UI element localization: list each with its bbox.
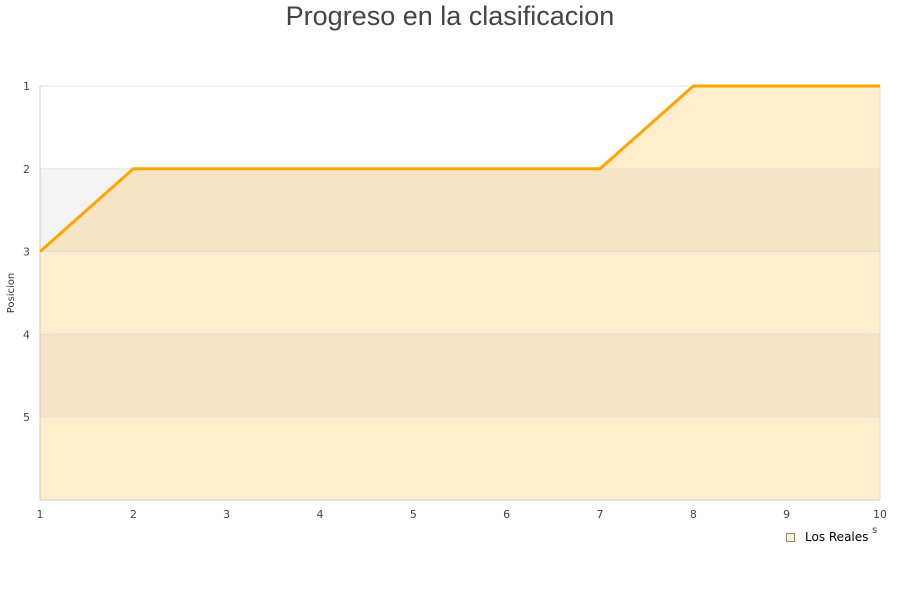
- chart-title: Progreso en la clasificacion: [285, 1, 615, 31]
- area-band: [40, 168, 880, 252]
- y-tick-label: 1: [23, 80, 30, 93]
- x-tick-label: 3: [223, 508, 230, 521]
- x-tick-label: 8: [690, 508, 697, 521]
- x-tick-label: 2: [130, 508, 137, 521]
- y-axis-label: Posicion: [6, 273, 17, 314]
- x-tick-label: 7: [597, 508, 604, 521]
- legend-swatch: [786, 532, 795, 542]
- x-tick-label: 10: [873, 508, 887, 521]
- legend-label: Los Reales: [805, 530, 869, 544]
- x-tick-label: 9: [783, 508, 790, 521]
- x-tick-label: 5: [410, 508, 417, 521]
- x-tick-label: 1: [37, 508, 44, 521]
- x-axis-label: s: [872, 525, 878, 536]
- series-line: [39, 84, 880, 253]
- y-tick-label: 5: [23, 411, 30, 424]
- legend[interactable]: Los Reales: [786, 530, 868, 544]
- area-band: [40, 334, 880, 418]
- x-tick-label: 6: [503, 508, 510, 521]
- x-tick-label: 4: [317, 508, 324, 521]
- y-tick-label: 4: [23, 328, 30, 341]
- y-tick-label: 2: [23, 163, 30, 176]
- y-tick-label: 3: [23, 246, 30, 259]
